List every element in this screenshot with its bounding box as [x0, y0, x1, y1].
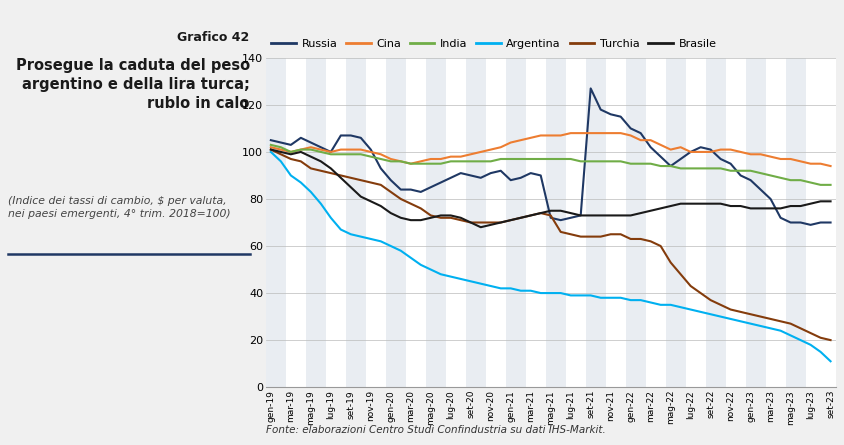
Text: Grafico 42: Grafico 42 — [177, 31, 250, 44]
Bar — [306, 58, 326, 387]
Bar — [666, 58, 685, 387]
Text: Fonte: elaborazioni Centro Studi Confindustria su dati IHS-Markit.: Fonte: elaborazioni Centro Studi Confind… — [266, 425, 606, 435]
Bar — [346, 58, 365, 387]
Bar — [386, 58, 406, 387]
Bar — [506, 58, 526, 387]
Bar — [266, 58, 286, 387]
Bar — [745, 58, 766, 387]
Text: Prosegue la caduta del peso
argentino e della lira turca;
rublo in calo: Prosegue la caduta del peso argentino e … — [15, 58, 250, 111]
Bar — [625, 58, 646, 387]
Bar — [786, 58, 805, 387]
Bar — [586, 58, 606, 387]
Bar — [546, 58, 565, 387]
Bar — [706, 58, 726, 387]
Bar — [466, 58, 486, 387]
Bar — [425, 58, 446, 387]
Legend: Russia, Cina, India, Argentina, Turchia, Brasile: Russia, Cina, India, Argentina, Turchia,… — [272, 39, 717, 49]
Text: (Indice dei tassi di cambio, $ per valuta,
nei paesi emergenti, 4° trim. 2018=10: (Indice dei tassi di cambio, $ per valut… — [8, 196, 230, 218]
